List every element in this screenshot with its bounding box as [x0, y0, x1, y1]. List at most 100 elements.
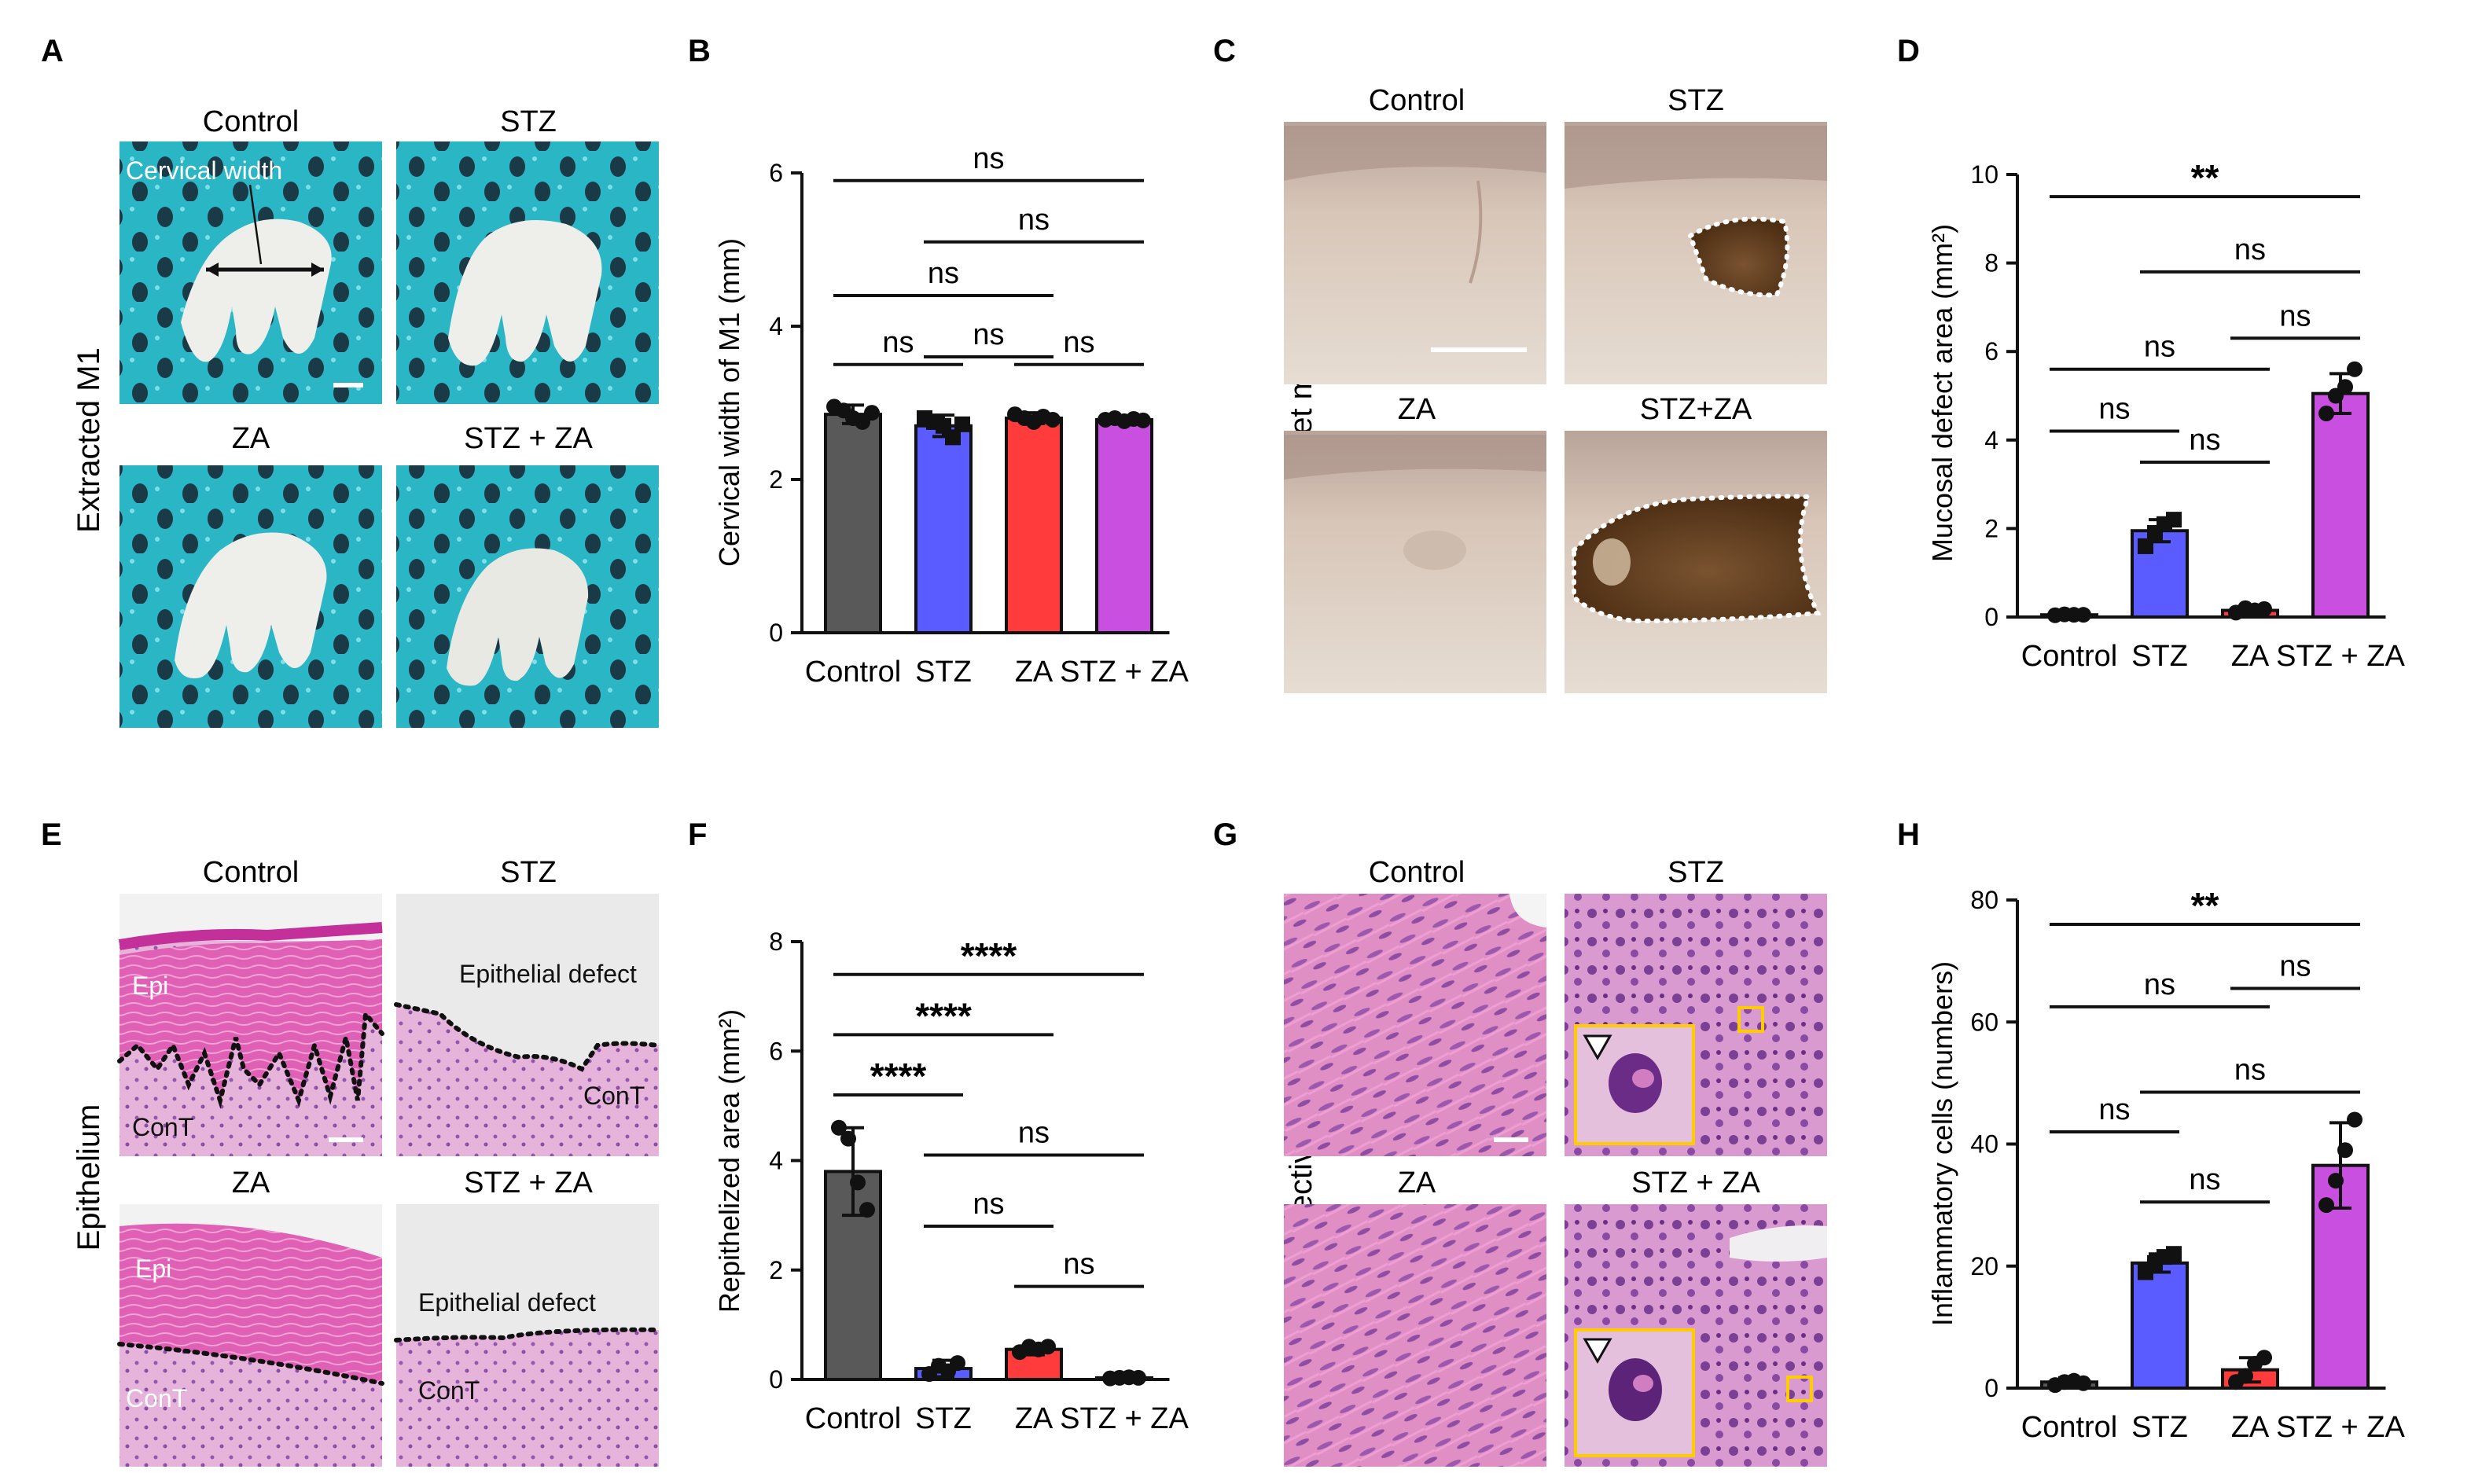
- connective-photo-za: [1284, 1204, 1546, 1467]
- chart-h-category-label: ZA: [2231, 1411, 2270, 1444]
- chart-d-significance-label: ns: [2098, 393, 2130, 426]
- chart-b-ylabel: Cervical width of M1 (mm): [713, 238, 745, 567]
- chart-d: 0 2 4 6 8 10 Mucosal defect area (mm²) Control S…: [1926, 157, 2405, 673]
- chart-d-category-label: STZ: [2131, 640, 2188, 673]
- chart-b-bar: [914, 424, 973, 634]
- label-cont: ConT: [583, 1082, 645, 1110]
- chart-d-ytick-label: 4: [1984, 426, 1998, 454]
- chart-b-category-label: STZ: [915, 656, 972, 689]
- panel-letter-h: H: [1897, 817, 1920, 852]
- chart-b-point: [1135, 412, 1151, 428]
- panel-letter-g: G: [1213, 817, 1237, 852]
- chart-h-ytick-label: 80: [1970, 886, 1998, 914]
- chart-f-category-label: STZ: [915, 1402, 972, 1435]
- chart-h-point: [2076, 1375, 2091, 1391]
- panel-letter-c: C: [1213, 34, 1236, 68]
- connective-photo-stz-za: [1565, 1204, 1827, 1467]
- chart-f-ytick-label: 2: [769, 1256, 783, 1284]
- title-e-stz-za: STZ + ZA: [464, 1166, 593, 1199]
- chart-d-point: [2347, 361, 2362, 377]
- chart-d-significance-label: ns: [2234, 233, 2266, 266]
- chart-h-point: [2347, 1111, 2362, 1128]
- title-g-stz-za: STZ + ZA: [1631, 1166, 1760, 1199]
- title-g-za: ZA: [1398, 1166, 1436, 1199]
- chart-f-significance-label: ns: [1018, 1117, 1050, 1150]
- chart-b-bar: [1005, 417, 1063, 634]
- chart-b-ytick-label: 0: [769, 619, 783, 647]
- cervical-width-annotation: Cervical width: [126, 156, 282, 185]
- panel-f: F 0 2 4 6 8 Repithelized area (mm²) Control STZ…: [688, 817, 1189, 1435]
- chart-f-point: [1131, 1369, 1146, 1386]
- chart-h: 0 20 40 60 80 Inflammatory cells (numbers) Con…: [1926, 885, 2405, 1444]
- chart-d-ytick-label: 8: [1984, 249, 1998, 277]
- chart-h-ylabel: Inflammatory cells (numbers): [1926, 961, 1958, 1326]
- chart-h-significance-label: ns: [2189, 1163, 2220, 1196]
- panel-letter-b: B: [688, 34, 711, 68]
- chart-f-category-label: ZA: [1015, 1402, 1053, 1435]
- chart-f-significance-label: ns: [1063, 1248, 1094, 1281]
- connective-photo-control: [1284, 894, 1546, 1156]
- title-e-stz: STZ: [500, 856, 557, 889]
- chart-d-significance-label: ns: [2144, 331, 2175, 364]
- chart-d-category-label: Control: [2021, 640, 2118, 673]
- he-photo-stz-za: Epithelial defect ConT: [394, 1204, 661, 1467]
- chart-f-ytick-label: 0: [769, 1365, 783, 1394]
- tooth-photo-control: Cervical width: [120, 141, 382, 404]
- chart-d-category-label: ZA: [2231, 640, 2270, 673]
- chart-h-point: [2237, 1368, 2253, 1384]
- side-label-e: Epithelium: [72, 1104, 106, 1251]
- chart-d-ytick-label: 2: [1984, 514, 1998, 542]
- chart-b-bar: [824, 413, 882, 634]
- chart-f-ytick-label: 8: [769, 928, 783, 956]
- chart-h-significance-label: ns: [2234, 1054, 2266, 1087]
- chart-d-ytick-label: 6: [1984, 337, 1998, 365]
- chart-d-point: [2337, 379, 2353, 395]
- title-g-stz: STZ: [1668, 856, 1724, 889]
- title-e-za: ZA: [232, 1166, 270, 1199]
- chart-f-category-label: STZ + ZA: [1060, 1402, 1189, 1435]
- panel-d: D 0 2 4 6 8 10 Mucosal defect area (mm²) Contro…: [1897, 34, 2405, 673]
- chart-b-bar: [1095, 417, 1153, 634]
- chart-f-point: [850, 1174, 866, 1191]
- panel-letter-a: A: [41, 34, 64, 68]
- panel-letter-d: D: [1897, 34, 1920, 68]
- label-cont: ConT: [126, 1384, 187, 1412]
- chart-f-category-label: Control: [805, 1402, 902, 1435]
- title-g-control: Control: [1369, 856, 1465, 889]
- chart-b-category-label: Control: [805, 656, 902, 689]
- title-e-control: Control: [203, 856, 300, 889]
- tooth-photo-stz: [396, 141, 659, 404]
- chart-f-significance-label: ns: [973, 1188, 1004, 1221]
- chart-b-significance-label: ns: [973, 318, 1004, 351]
- chart-d-ytick-label: 10: [1970, 160, 1998, 189]
- chart-d-point: [2138, 538, 2153, 554]
- chart-h-ytick-label: 0: [1984, 1374, 1998, 1402]
- chart-b-significance-label: ns: [882, 326, 914, 359]
- chart-f-ytick-label: 4: [769, 1147, 783, 1175]
- panel-c: C Socket mucosa Control STZ ZA STZ+ZA: [1213, 34, 1827, 693]
- title-a-stz: STZ: [500, 105, 557, 138]
- side-label-a: Extracted M1: [72, 347, 106, 533]
- chart-f-significance-label: ****: [870, 1056, 927, 1096]
- chart-b-ytick-label: 4: [769, 312, 783, 340]
- label-epithelial-defect: Epithelial defect: [418, 1288, 596, 1317]
- chart-b-point: [864, 405, 880, 421]
- tooth-photo-za: [120, 465, 382, 728]
- title-c-za: ZA: [1398, 393, 1436, 426]
- label-epithelial-defect: Epithelial defect: [459, 960, 637, 988]
- chart-f-point: [950, 1355, 965, 1372]
- chart-b-point: [1045, 411, 1061, 428]
- chart-b-point: [945, 429, 961, 446]
- chart-f-point: [831, 1119, 847, 1136]
- chart-h-significance-label: ns: [2144, 968, 2175, 1001]
- chart-f-point: [1040, 1339, 1056, 1355]
- chart-h-ytick-label: 60: [1970, 1008, 1998, 1036]
- chart-f-ytick-label: 6: [769, 1037, 783, 1065]
- he-photo-za: Epi ConT: [117, 1204, 384, 1467]
- connective-photo-stz: [1565, 894, 1827, 1156]
- chart-f-point: [859, 1202, 875, 1218]
- panel-a: A Extracted M1 Control STZ ZA STZ + ZA C…: [41, 34, 659, 728]
- chart-h-category-label: STZ + ZA: [2276, 1411, 2405, 1444]
- chart-h-significance-label: **: [2191, 885, 2219, 926]
- chart-d-significance-label: **: [2191, 157, 2219, 198]
